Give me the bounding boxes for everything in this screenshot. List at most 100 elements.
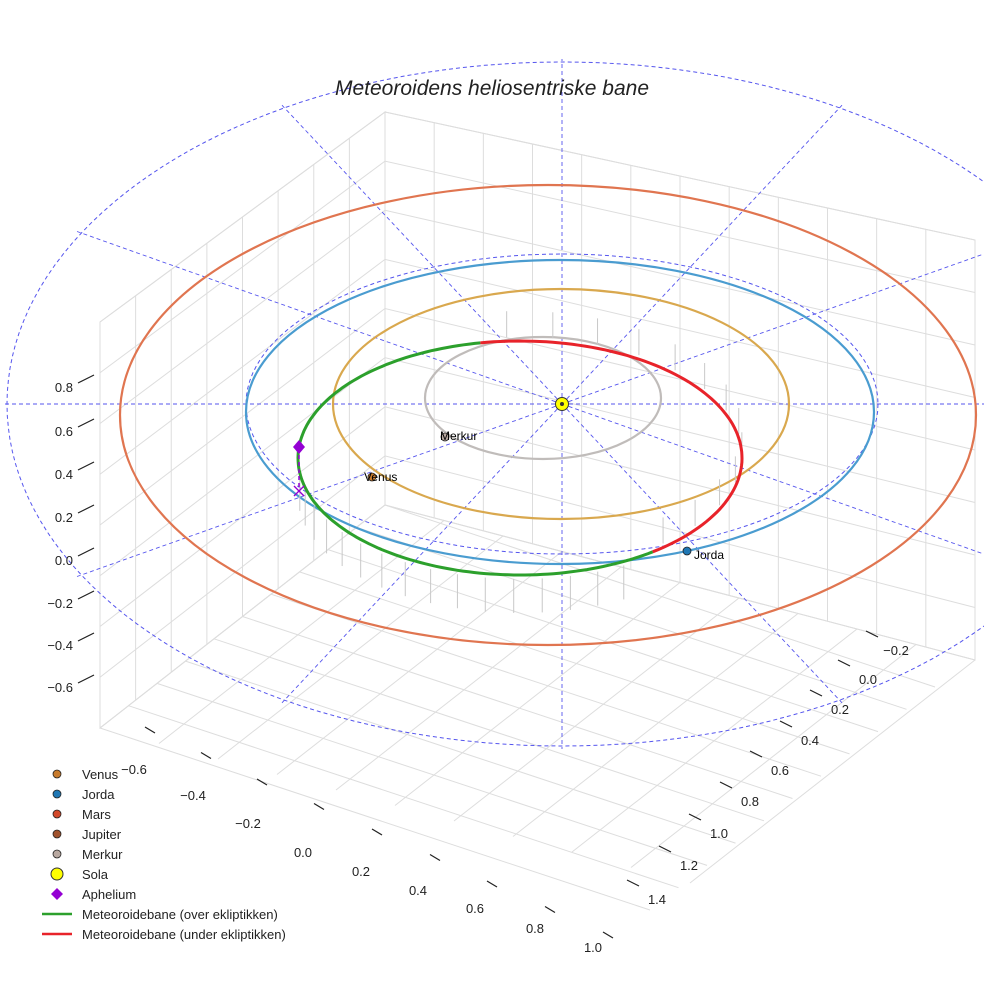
ecliptic-circle — [245, 253, 879, 555]
z-tick-label: −0.4 — [47, 638, 73, 653]
legend-item: Meteoroidebane (under ekliptikken) — [40, 924, 286, 944]
legend-marker — [40, 911, 74, 917]
legend-label: Sola — [82, 866, 109, 882]
x-tick-label: 0.4 — [409, 883, 427, 898]
legend-item: Venus — [40, 764, 286, 784]
axis-ticks: 0.8 0.6 0.4 0.2 0.0 −0.2 −0.4 −0.6 −0.6 −0.4 −0.2 0… — [47, 374, 909, 955]
legend-label: Meteoroidebane (over ekliptikken) — [82, 906, 278, 922]
y-tick-label: 1.4 — [648, 892, 666, 907]
aphelion-marker — [293, 440, 305, 454]
ecliptic-ray — [561, 253, 984, 405]
axis-panes — [99, 111, 976, 730]
x-tick-mark — [544, 905, 556, 914]
floor-grid-line — [394, 582, 681, 806]
legend-label: Merkur — [82, 846, 123, 862]
x-tick-label: 0.0 — [294, 845, 312, 860]
legend-marker — [40, 828, 74, 840]
y-tick-mark — [837, 659, 851, 667]
grid-line — [99, 406, 976, 627]
floor-grid-line — [327, 549, 879, 733]
floor-grid-line — [217, 535, 504, 760]
y-tick-label: 1.0 — [710, 826, 728, 841]
legend-item: Merkur — [40, 844, 286, 864]
floor-grid-line — [689, 659, 976, 884]
y-tick-label: −0.2 — [883, 643, 909, 658]
grid-line — [99, 455, 976, 678]
legend-item: Jorda — [40, 784, 286, 804]
legend-marker — [40, 788, 74, 800]
y-tick-mark — [809, 689, 823, 697]
meteoroid-orbit — [296, 339, 744, 577]
x-tick-mark — [313, 802, 325, 811]
z-tick-label: 0.4 — [55, 467, 73, 482]
y-tick-label: 0.6 — [771, 763, 789, 778]
orbit-venus — [331, 287, 791, 521]
grid-line — [99, 209, 976, 424]
legend-item: Sola — [40, 864, 286, 884]
floor-grid-line — [356, 526, 907, 710]
y-tick-label: 1.2 — [680, 858, 698, 873]
grid-line — [99, 111, 976, 323]
meteoroid-orbit-below — [480, 339, 744, 554]
x-tick-mark — [144, 726, 156, 734]
floor-grid-line — [156, 682, 708, 866]
floor-grid-line — [512, 613, 799, 837]
sun-core — [560, 402, 564, 406]
y-tick-mark — [779, 720, 793, 728]
orbit-mars — [118, 183, 978, 647]
legend: Venus Jorda Mars Jupiter Merkur Sola Aphelium M… — [40, 764, 286, 944]
ecliptic-ray — [281, 104, 563, 405]
z-tick-mark — [77, 590, 95, 600]
axis-grid — [99, 111, 976, 911]
ecliptic-grid — [2, 59, 984, 749]
ecliptic-ray — [281, 403, 563, 704]
x-tick-label: 0.6 — [466, 901, 484, 916]
x-tick-mark — [200, 751, 212, 760]
floor-grid-line — [630, 644, 917, 868]
floor-grid-line — [335, 566, 622, 791]
z-tick-label: 0.0 — [55, 553, 73, 568]
z-tick-mark — [77, 547, 95, 557]
legend-marker — [40, 931, 74, 937]
planet-merkur — [440, 432, 450, 442]
legend-item: Aphelium — [40, 884, 286, 904]
y-tick-label: 0.4 — [801, 733, 819, 748]
z-tick-label: 0.8 — [55, 380, 73, 395]
floor-grid-line — [128, 705, 679, 889]
legend-item: Meteoroidebane (over ekliptikken) — [40, 904, 286, 924]
legend-label: Jupiter — [82, 826, 122, 842]
grid-line — [99, 258, 976, 475]
legend-item: Mars — [40, 804, 286, 824]
orbit-merkur — [423, 335, 663, 461]
planet-venus — [367, 472, 377, 482]
legend-marker — [40, 866, 74, 882]
x-tick-label: 0.8 — [526, 921, 544, 936]
aphelion-projection — [293, 485, 305, 497]
ecliptic-ray — [76, 231, 563, 405]
y-tick-label: 0.0 — [859, 672, 877, 687]
z-tick-label: −0.6 — [47, 680, 73, 695]
planet-orbits — [118, 183, 978, 647]
z-tick-label: 0.2 — [55, 510, 73, 525]
legend-label: Mars — [82, 806, 111, 822]
y-tick-mark — [865, 630, 879, 638]
y-tick-mark — [658, 845, 672, 853]
meteoroid-orbit-above — [296, 341, 654, 577]
legend-label: Jorda — [82, 786, 115, 802]
x-tick-mark — [602, 931, 614, 939]
x-tick-label: 0.2 — [352, 864, 370, 879]
y-tick-mark — [626, 879, 640, 887]
floor-grid-line — [571, 628, 858, 853]
floor-grid-line — [270, 593, 822, 777]
x-tick-mark — [429, 853, 441, 862]
legend-label: Venus — [82, 766, 119, 782]
x-tick-label: 1.0 — [584, 940, 602, 955]
x-tick-mark — [371, 828, 383, 836]
planet-label-jorda: Jorda — [694, 548, 724, 562]
z-tick-label: −0.2 — [47, 596, 73, 611]
bodies: Merkur Venus Jorda — [293, 397, 724, 562]
legend-label: Meteoroidebane (under ekliptikken) — [82, 926, 286, 942]
floor-grid-line — [99, 727, 651, 911]
x-tick-mark — [486, 880, 498, 888]
